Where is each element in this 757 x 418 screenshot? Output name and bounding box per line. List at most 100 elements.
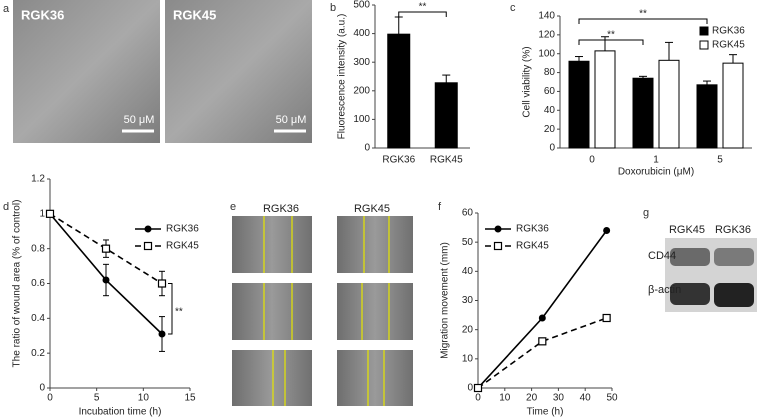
- annotation: **: [639, 9, 647, 20]
- marker: [603, 227, 611, 234]
- x-axis-label: Incubation time (h): [79, 407, 162, 418]
- y-tick-label: 200: [353, 85, 370, 96]
- y-tick-label: 1.2: [31, 174, 45, 185]
- panel-letter: c: [510, 2, 516, 14]
- y-tick-label: 80: [544, 67, 556, 78]
- marker: [157, 279, 167, 288]
- x-tick-label: 0: [47, 393, 53, 404]
- marker: [158, 330, 166, 338]
- legend-label: RGK45: [712, 40, 745, 51]
- x-tick-label: 10: [138, 393, 150, 404]
- y-tick-label: 20: [462, 324, 474, 335]
- y-tick-label: 0.8: [31, 243, 45, 254]
- annotation: **: [419, 2, 427, 13]
- y-tick-label: 0: [467, 383, 473, 394]
- annotation: **: [175, 306, 183, 317]
- blot-band: [714, 248, 754, 266]
- y-tick-label: 60: [462, 208, 474, 219]
- y-tick-label: 0.4: [31, 313, 45, 324]
- bar: [387, 33, 411, 149]
- panel-letter: a: [3, 3, 10, 15]
- marker: [101, 244, 111, 253]
- x-tick-label: 1: [653, 155, 659, 166]
- series-line: [477, 230, 608, 389]
- y-axis-label: The ratio of wound area (% of control): [12, 200, 23, 368]
- micrograph: [13, 0, 160, 143]
- panel-letter: e: [230, 201, 236, 213]
- x-axis-label: Time (h): [527, 407, 564, 418]
- blot-band: [670, 248, 710, 266]
- y-tick-label: 120: [538, 29, 555, 40]
- x-axis-label: Doxorubicin (μM): [618, 167, 694, 178]
- legend-swatch: [699, 40, 709, 50]
- y-tick-label: 140: [538, 11, 555, 22]
- marker: [493, 241, 503, 251]
- panel-letter: b: [330, 2, 336, 14]
- x-tick-label: 40: [580, 393, 592, 404]
- scale-bar-label: 50 μM: [124, 114, 155, 126]
- y-tick-label: 40: [544, 105, 556, 116]
- marker: [143, 241, 153, 251]
- legend-swatch: [699, 26, 709, 36]
- y-tick-label: 40: [462, 266, 474, 277]
- wound-images: [232, 216, 413, 406]
- y-axis-label: Cell viability (%): [522, 46, 533, 117]
- significance-bracket: [168, 283, 173, 335]
- image-label: RGK45: [173, 7, 216, 22]
- row-label: CD44: [648, 250, 676, 262]
- y-tick-label: 400: [353, 28, 370, 39]
- marker: [538, 337, 547, 346]
- image-label: RGK36: [21, 7, 64, 22]
- scale-bar-label: 50 μM: [276, 114, 307, 126]
- panel-letter: g: [643, 207, 649, 219]
- marker: [144, 225, 152, 233]
- y-tick-label: 0: [39, 383, 45, 394]
- bar: [594, 50, 616, 149]
- marker: [102, 276, 110, 284]
- y-axis-label: Fluorescence intensity (a.u.): [337, 14, 348, 140]
- bar: [568, 60, 590, 149]
- x-tick-label: RGK45: [430, 155, 463, 166]
- y-tick-label: 0: [549, 143, 555, 154]
- column-label: RGK45: [669, 224, 705, 236]
- marker: [602, 313, 611, 323]
- bar: [696, 84, 718, 149]
- y-tick-label: 60: [544, 86, 556, 97]
- y-axis-label: Migration movement (mm): [440, 242, 451, 359]
- legend-label: RGK45: [166, 241, 199, 252]
- blot-band: [714, 283, 754, 307]
- x-tick-label: 5: [94, 393, 100, 404]
- significance-bracket: [578, 39, 644, 45]
- x-tick-label: 10: [499, 393, 511, 404]
- y-tick-label: 0.2: [31, 348, 45, 359]
- y-tick-label: 500: [353, 0, 370, 11]
- x-tick-label: 30: [553, 393, 565, 404]
- y-tick-label: 300: [353, 57, 370, 68]
- legend-label: RGK36: [712, 26, 745, 37]
- annotation: **: [607, 30, 615, 41]
- bar: [722, 62, 744, 149]
- series-line: [477, 317, 607, 389]
- x-tick-label: 0: [475, 393, 481, 404]
- y-tick-label: 20: [544, 124, 556, 135]
- column-label: RGK36: [715, 224, 751, 236]
- y-tick-label: 1: [39, 208, 45, 219]
- significance-bracket: [578, 18, 708, 24]
- y-tick-label: 100: [353, 114, 370, 125]
- bar: [632, 77, 654, 149]
- y-tick-label: 30: [462, 295, 474, 306]
- marker: [494, 225, 502, 233]
- significance-bracket: [398, 11, 447, 17]
- x-tick-label: 15: [184, 393, 196, 404]
- bar: [658, 59, 680, 149]
- marker: [473, 383, 483, 393]
- legend-label: RGK36: [516, 224, 549, 235]
- y-tick-label: 10: [462, 353, 474, 364]
- x-tick-label: 0: [589, 155, 595, 166]
- marker: [45, 209, 55, 218]
- panel-letter: d: [3, 201, 9, 213]
- x-tick-label: 20: [526, 393, 538, 404]
- x-tick-label: 50: [606, 393, 618, 404]
- y-tick-label: 50: [462, 237, 474, 248]
